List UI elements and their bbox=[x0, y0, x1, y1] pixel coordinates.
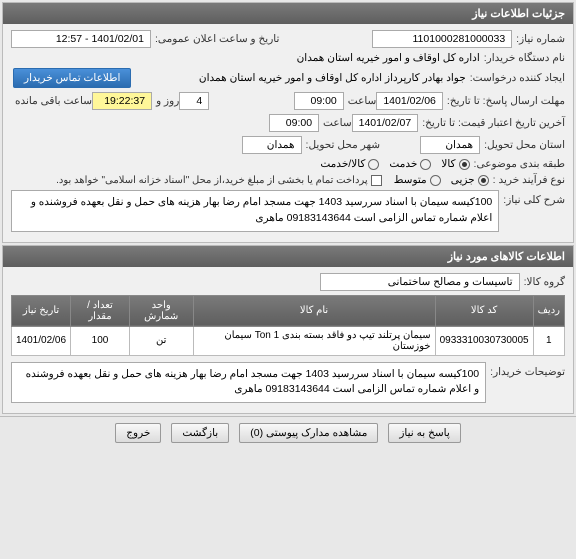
treasury-checkbox[interactable] bbox=[371, 175, 382, 186]
deadline-time: 09:00 bbox=[294, 92, 344, 110]
category-radio-group: کالا خدمت کالا/خدمت bbox=[320, 158, 469, 170]
th-code: کد کالا bbox=[435, 295, 533, 326]
countdown: 19:22:37 bbox=[92, 92, 152, 110]
th-row: ردیف bbox=[533, 295, 564, 326]
radio-partial[interactable]: جزیی bbox=[451, 174, 489, 186]
desc-label: شرح کلی نیاز: bbox=[503, 194, 565, 206]
city-label: شهر محل تحویل: bbox=[306, 139, 381, 151]
province-label: استان محل تحویل: bbox=[484, 139, 565, 151]
radio-medium-label: متوسط bbox=[394, 174, 427, 186]
need-no-label: شماره نیاز: bbox=[516, 33, 565, 45]
need-no-value: 1101000281000033 bbox=[372, 30, 512, 48]
requester-value: جواد بهادر کارپرداز اداره کل اوقاف و امو… bbox=[199, 72, 466, 84]
province-value: همدان bbox=[420, 136, 480, 154]
items-table: ردیف کد کالا نام کالا واحد شمارش تعداد /… bbox=[11, 295, 565, 356]
radio-dot-icon bbox=[430, 175, 441, 186]
contact-buyer-button[interactable]: اطلاعات تماس خریدار bbox=[13, 68, 131, 88]
process-radio-group: جزیی متوسط bbox=[394, 174, 489, 186]
remain-label: ساعت باقی مانده bbox=[15, 95, 92, 107]
time-label-1: ساعت bbox=[348, 95, 377, 107]
table-row[interactable]: 1 0933310030730005 سیمان پرتلند تیپ دو ف… bbox=[12, 326, 565, 355]
requester-label: ایجاد کننده درخواست: bbox=[470, 72, 565, 84]
buyer-org-value: اداره کل اوقاف و امور خیریه استان همدان bbox=[297, 52, 480, 64]
td-qty: 100 bbox=[71, 326, 130, 355]
process-label: نوع فرآیند خرید : bbox=[493, 174, 565, 186]
main-panel: جزئیات اطلاعات نیاز شماره نیاز: 11010002… bbox=[2, 2, 574, 243]
td-unit: تن bbox=[129, 326, 193, 355]
validity-date: 1401/02/07 bbox=[352, 114, 419, 132]
validity-time: 09:00 bbox=[269, 114, 319, 132]
exit-button[interactable]: خروج bbox=[115, 423, 161, 443]
group-label: گروه کالا: bbox=[524, 276, 565, 288]
day-label: روز و bbox=[156, 95, 179, 107]
pub-date-label: تاریخ و ساعت اعلان عمومی: bbox=[155, 33, 279, 45]
deadline-label: مهلت ارسال پاسخ: تا تاریخ: bbox=[447, 95, 565, 107]
radio-service[interactable]: خدمت bbox=[389, 158, 431, 170]
radio-dot-icon bbox=[368, 159, 379, 170]
pub-date-value: 1401/02/01 - 12:57 bbox=[11, 30, 151, 48]
radio-medium[interactable]: متوسط bbox=[394, 174, 441, 186]
buyer-notes-label: توضیحات خریدار: bbox=[490, 366, 565, 378]
partial-pay-label: پرداخت تمام یا بخشی از مبلغ خرید،از محل … bbox=[56, 175, 368, 186]
category-label: طبقه بندی موضوعی: bbox=[474, 158, 565, 170]
th-unit: واحد شمارش bbox=[129, 295, 193, 326]
main-panel-body: شماره نیاز: 1101000281000033 تاریخ و ساع… bbox=[3, 24, 573, 242]
table-header-row: ردیف کد کالا نام کالا واحد شمارش تعداد /… bbox=[12, 295, 565, 326]
radio-both[interactable]: کالا/خدمت bbox=[320, 158, 379, 170]
radio-partial-label: جزیی bbox=[451, 174, 475, 186]
th-date: تاریخ نیاز bbox=[12, 295, 71, 326]
attach-label: مشاهده مدارک پیوستی bbox=[266, 427, 367, 439]
items-panel-body: گروه کالا: تاسیسات و مصالح ساختمانی ردیف… bbox=[3, 267, 573, 414]
buyer-org-label: نام دستگاه خریدار: bbox=[484, 52, 565, 64]
radio-service-label: خدمت bbox=[389, 158, 417, 170]
th-name: نام کالا bbox=[193, 295, 435, 326]
buyer-notes-text: 100کیسه سیمان با اسناد سررسید 1403 جهت م… bbox=[11, 362, 486, 404]
th-qty: تعداد / مقدار bbox=[71, 295, 130, 326]
td-row: 1 bbox=[533, 326, 564, 355]
radio-dot-icon bbox=[420, 159, 431, 170]
main-panel-header: جزئیات اطلاعات نیاز bbox=[3, 3, 573, 24]
days-remaining: 4 bbox=[179, 92, 209, 110]
td-code: 0933310030730005 bbox=[435, 326, 533, 355]
items-panel: اطلاعات کالاهای مورد نیاز گروه کالا: تاس… bbox=[2, 245, 574, 415]
items-panel-header: اطلاعات کالاهای مورد نیاز bbox=[3, 246, 573, 267]
deadline-date: 1401/02/06 bbox=[376, 92, 443, 110]
group-value: تاسیسات و مصالح ساختمانی bbox=[320, 273, 520, 291]
validity-label: آخرین تاریخ اعتبار قیمت: تا تاریخ: bbox=[422, 117, 565, 129]
radio-goods[interactable]: کالا bbox=[441, 158, 469, 170]
desc-text: 100کیسه سیمان با اسناد سررسید 1403 جهت م… bbox=[11, 190, 499, 232]
td-date: 1401/02/06 bbox=[12, 326, 71, 355]
respond-button[interactable]: پاسخ به نیاز bbox=[388, 423, 460, 443]
td-name: سیمان پرتلند تیپ دو فاقد بسته بندی Ton 1… bbox=[193, 326, 435, 355]
radio-dot-icon bbox=[459, 159, 470, 170]
footer-buttons: پاسخ به نیاز مشاهده مدارک پیوستی (0) باز… bbox=[0, 416, 576, 449]
time-label-2: ساعت bbox=[323, 117, 352, 129]
radio-goods-label: کالا bbox=[441, 158, 455, 170]
radio-both-label: کالا/خدمت bbox=[320, 158, 365, 170]
city-value: همدان bbox=[242, 136, 302, 154]
back-button[interactable]: بازگشت bbox=[171, 423, 229, 443]
attachments-button[interactable]: مشاهده مدارک پیوستی (0) bbox=[239, 423, 378, 443]
attach-count: 0 bbox=[254, 427, 260, 439]
radio-dot-icon bbox=[478, 175, 489, 186]
